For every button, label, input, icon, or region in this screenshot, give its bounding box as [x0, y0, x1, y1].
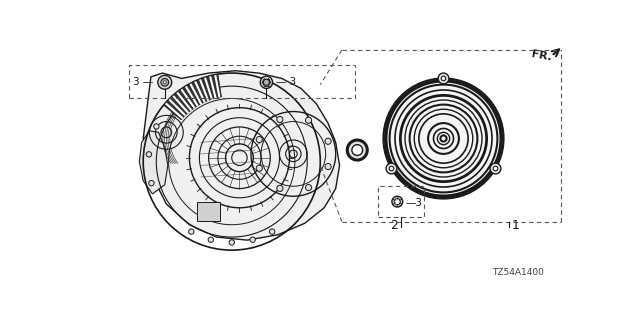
Circle shape [493, 166, 498, 171]
Circle shape [276, 116, 283, 123]
Text: TZ54A1400: TZ54A1400 [492, 268, 543, 277]
Circle shape [438, 73, 449, 84]
Circle shape [256, 136, 262, 143]
Circle shape [441, 76, 446, 81]
Circle shape [305, 117, 312, 123]
Text: 2: 2 [390, 219, 398, 232]
Circle shape [256, 165, 262, 171]
Circle shape [269, 229, 275, 234]
Polygon shape [164, 74, 221, 120]
Text: 3 —: 3 — [133, 77, 153, 87]
Circle shape [352, 145, 363, 156]
Circle shape [394, 198, 401, 205]
Circle shape [260, 76, 273, 88]
Circle shape [250, 237, 255, 242]
Circle shape [146, 152, 152, 157]
Polygon shape [140, 131, 168, 194]
Text: —3: —3 [405, 198, 422, 208]
Polygon shape [143, 71, 340, 240]
Bar [197, 203, 220, 221]
Circle shape [386, 163, 397, 174]
Circle shape [389, 166, 394, 171]
Circle shape [208, 237, 214, 242]
Circle shape [158, 75, 172, 89]
Bar [129, 65, 355, 99]
Circle shape [305, 185, 312, 191]
Circle shape [163, 81, 166, 84]
Circle shape [263, 79, 269, 85]
Circle shape [161, 78, 168, 86]
Bar [378, 186, 424, 217]
Circle shape [154, 124, 159, 129]
Circle shape [229, 240, 234, 245]
Circle shape [325, 138, 331, 144]
Circle shape [348, 140, 367, 160]
Text: — 3: — 3 [276, 77, 296, 87]
Text: FR.: FR. [531, 49, 552, 63]
Circle shape [392, 196, 403, 207]
Circle shape [148, 180, 154, 186]
Circle shape [490, 163, 501, 174]
Circle shape [189, 229, 194, 234]
Circle shape [276, 185, 283, 191]
Circle shape [325, 164, 331, 170]
Circle shape [383, 78, 504, 198]
Text: 1: 1 [512, 219, 520, 232]
